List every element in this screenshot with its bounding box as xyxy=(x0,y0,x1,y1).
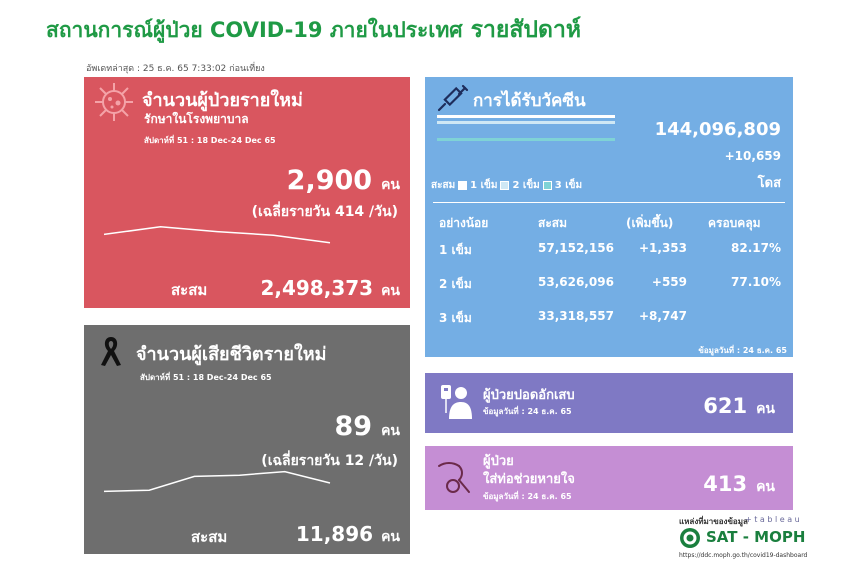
new-cases-week: สัปดาห์ที่ 51 : 18 Dec-24 Dec 65 xyxy=(144,136,276,145)
pneumonia-panel[interactable]: ผู้ป่วยปอดอักเสบ ข้อมูลวันที่ : 24 ธ.ค. … xyxy=(425,373,793,433)
deaths-panel[interactable]: จำนวนผู้เสียชีวิตรายใหม่ สัปดาห์ที่ 51 :… xyxy=(84,325,410,554)
row2-coverage: 77.10% xyxy=(731,275,781,289)
deaths-title: จำนวนผู้เสียชีวิตรายใหม่ xyxy=(136,344,327,365)
header-at-least: อย่างน้อย xyxy=(439,216,489,230)
dose2-bar xyxy=(437,121,615,124)
vaccine-total: 144,096,809 xyxy=(654,119,781,140)
legend-dose1: 1 เข็ม xyxy=(470,180,498,191)
deaths-week: สัปดาห์ที่ 51 : 18 Dec-24 Dec 65 xyxy=(140,373,272,382)
row1-dose: 1 เข็ม xyxy=(439,243,472,257)
ventilator-value: 413 xyxy=(703,472,748,496)
source-label: แหล่งที่มาของข้อมูล xyxy=(679,517,748,526)
row2-dose: 2 เข็ม xyxy=(439,277,472,291)
pneumonia-title: ผู้ป่วยปอดอักเสบ xyxy=(483,388,575,403)
ventilator-title-line2: ใส่ท่อช่วยหายใจ xyxy=(483,472,575,487)
ventilator-unit: คน xyxy=(756,479,775,495)
source-url[interactable]: https://ddc.moph.go.th/covid19-dashboard xyxy=(679,552,808,559)
pneumonia-date: ข้อมูลวันที่ : 24 ธ.ค. 65 xyxy=(483,407,572,416)
new-cases-subtitle: รักษาในโรงพยาบาล xyxy=(144,112,249,126)
ventilator-panel[interactable]: ผู้ป่วย ใส่ท่อช่วยหายใจ ข้อมูลวันที่ : 2… xyxy=(425,446,793,510)
moph-logo-icon xyxy=(680,528,700,548)
tableau-logo: + t a b l e a u xyxy=(745,515,800,524)
dose3-bar xyxy=(437,138,615,141)
new-cases-average: (เฉลี่ยรายวัน 414 /วัน) xyxy=(251,204,398,220)
new-cases-unit: คน xyxy=(381,177,400,193)
title-text: สถานการณ์ผู้ป่วย COVID-19 ภายในประเทศ xyxy=(46,18,463,42)
deaths-average: (เฉลี่ยรายวัน 12 /วัน) xyxy=(261,453,398,469)
legend-dose3: 3 เข็ม xyxy=(554,180,583,191)
legend-swatch-dose1 xyxy=(458,181,468,190)
row3-dose: 3 เข็ม xyxy=(439,311,472,325)
vaccine-panel[interactable]: การได้รับวัคซีน 144,096,809 +10,659 โดส … xyxy=(425,77,793,357)
deaths-cumulative-unit: คน xyxy=(381,529,400,545)
deaths-cumulative-label: สะสม xyxy=(191,528,228,546)
new-cases-trend-chart xyxy=(104,226,331,244)
new-cases-cumulative-label: สะสม xyxy=(171,281,208,299)
vaccine-title: การได้รับวัคซีน xyxy=(473,91,586,111)
source-org[interactable]: SAT - MOPH xyxy=(706,528,806,546)
vaccine-legend: สะสม 1 เข็ม 2 เข็ม 3 เข็ม xyxy=(431,178,582,193)
header-coverage: ครอบคลุม xyxy=(708,216,761,230)
row1-cumulative: 57,152,156 xyxy=(538,241,614,255)
vaccine-footnote: ข้อมูลวันที่ : 24 ธ.ค. 65 xyxy=(698,346,787,355)
pneumonia-value: 621 xyxy=(703,394,748,418)
row1-coverage: 82.17% xyxy=(731,241,781,255)
black-ribbon-icon xyxy=(101,337,121,366)
row3-increase: +8,747 xyxy=(638,309,687,323)
legend-label: สะสม xyxy=(431,180,456,191)
vaccine-divider xyxy=(433,202,785,203)
vaccine-increase: +10,659 xyxy=(724,149,781,163)
new-cases-title: จำนวนผู้ป่วยรายใหม่ xyxy=(142,90,303,111)
pneumonia-unit: คน xyxy=(756,401,775,417)
new-cases-panel[interactable]: จำนวนผู้ป่วยรายใหม่ รักษาในโรงพยาบาล สัป… xyxy=(84,77,410,308)
ventilator-title-line1: ผู้ป่วย xyxy=(483,454,514,469)
deaths-unit: คน xyxy=(381,423,400,439)
syringe-icon xyxy=(437,84,469,112)
header-increase: (เพิ่มขึ้น) xyxy=(626,216,674,230)
new-cases-cumulative-unit: คน xyxy=(381,283,400,299)
legend-dose2: 2 เข็ม xyxy=(512,180,540,191)
deaths-cumulative-value: 11,896 xyxy=(295,522,374,546)
patient-lung-icon xyxy=(441,385,472,419)
virus-icon xyxy=(95,83,133,121)
ventilator-date: ข้อมูลวันที่ : 24 ธ.ค. 65 xyxy=(483,492,572,501)
page-title: สถานการณ์ผู้ป่วย COVID-19 ภายในประเทศ ราย… xyxy=(46,12,581,48)
legend-swatch-dose3 xyxy=(542,181,552,190)
ventilator-icon xyxy=(438,462,470,493)
title-highlight: รายสัปดาห์ xyxy=(470,17,582,43)
deaths-value: 89 xyxy=(334,411,373,442)
row2-cumulative: 53,626,096 xyxy=(538,275,614,289)
deaths-trend-line xyxy=(104,470,331,493)
dose1-bar xyxy=(437,115,615,118)
row1-increase: +1,353 xyxy=(638,241,687,255)
header-cumulative: สะสม xyxy=(538,216,568,230)
new-cases-trend-line xyxy=(104,226,331,244)
last-updated: อัพเดทล่าสุด : 25 ธ.ค. 65 7:33:02 ก่อนเท… xyxy=(86,64,265,74)
new-cases-value: 2,900 xyxy=(286,165,373,196)
row3-cumulative: 33,318,557 xyxy=(538,309,614,323)
new-cases-cumulative-value: 2,498,373 xyxy=(260,276,374,300)
legend-swatch-dose2 xyxy=(500,181,510,190)
vaccine-unit: โดส xyxy=(757,176,781,191)
row2-increase: +559 xyxy=(651,275,687,289)
deaths-trend-chart xyxy=(104,470,331,493)
